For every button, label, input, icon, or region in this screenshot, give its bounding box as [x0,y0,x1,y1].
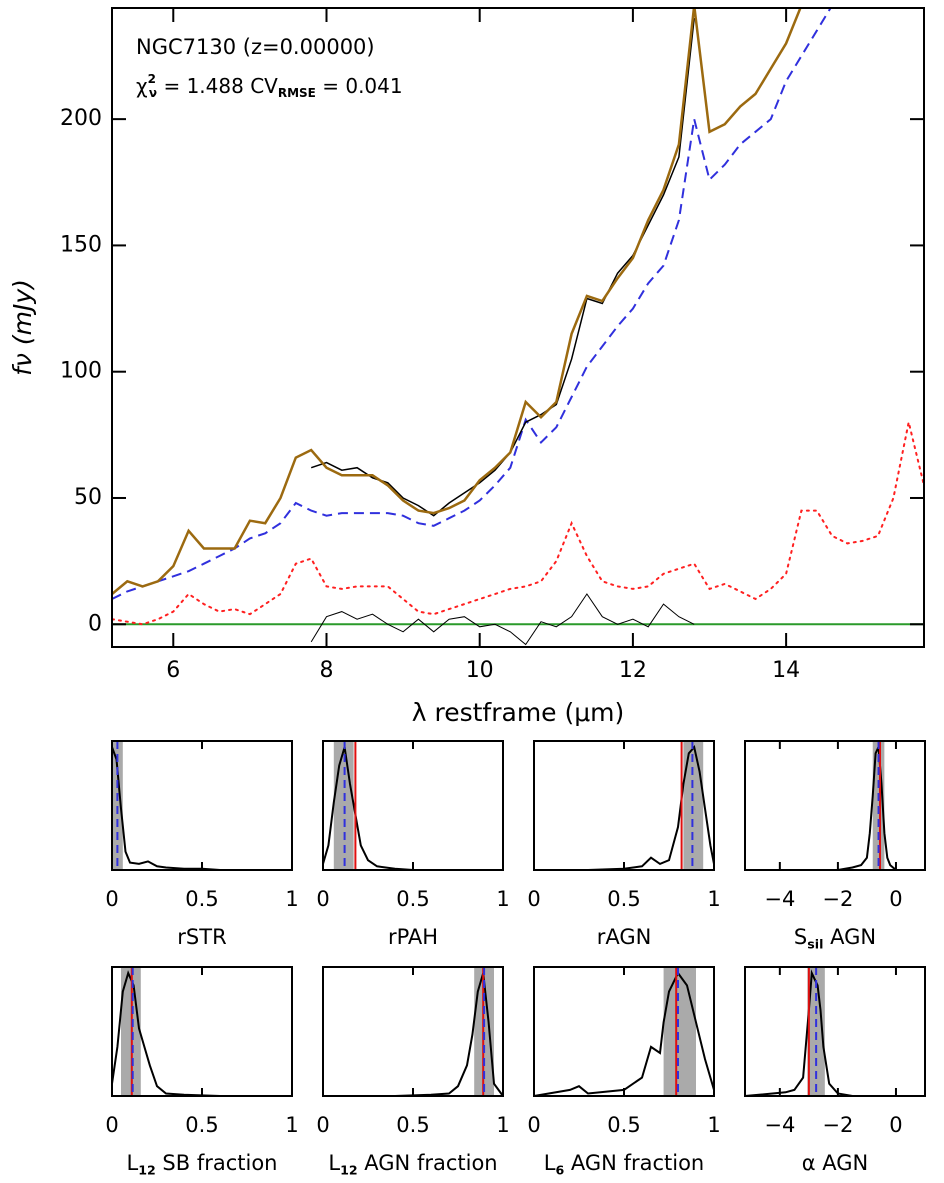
x-tick-label: 1 [285,887,298,911]
x-tick-label: 10 [466,658,494,683]
credible-range [112,741,123,870]
x-tick-label: 1 [707,887,720,911]
x-tick-label: 1 [496,1113,509,1137]
label-part: AGN fraction [358,1151,498,1175]
fit-statistics: χ2 ν = 1.488 CVRMSE = 0.041 [136,72,403,100]
x-tick-label: 0 [889,1113,902,1137]
x-tick-label: 0 [889,887,902,911]
posterior-histogram [111,746,292,871]
label-part: = 1.488 CV [157,74,278,98]
label-part: 2 [148,72,156,86]
label-part: rSTR [177,925,226,949]
plot-lines [112,8,924,646]
label-part: L [544,1151,556,1175]
x-axis-label: rSTR [177,925,226,949]
x-tick-label: −2 [822,1113,853,1137]
x-axis-label: L12 AGN fraction [328,1151,497,1177]
x-axis-label: Ssil AGN [794,925,876,951]
credible-range [872,741,885,870]
credible-range [663,967,696,1096]
posterior-histogram [533,971,715,1097]
panel-frame [744,740,926,871]
y-tick-label: 150 [60,232,102,257]
x-axis-label: L6 AGN fraction [544,1151,704,1177]
y-tick-label: 50 [74,485,102,510]
label-part: rAGN [597,925,652,949]
posterior-histogram [744,969,925,1097]
x-axis-label: rAGN [597,925,652,949]
y-tick-label: 0 [88,611,102,636]
x-tick-label: 1 [707,1113,720,1137]
x-tick-label: 0.5 [185,887,218,911]
x-axis-label: α AGN [802,1151,869,1175]
plot-frame [111,7,925,648]
label-part: ν [149,86,157,100]
y-tick-label: 100 [60,359,102,384]
x-tick-label: 0.5 [607,887,640,911]
x-tick-label: 1 [496,887,509,911]
annotation: NGC7130 (z=0.00000) [136,35,375,59]
label-part: = 0.041 [316,74,403,98]
x-tick-label: −4 [764,887,795,911]
x-axis-label: λ restframe (μm) [412,698,625,727]
x-tick-label: 0.5 [185,1113,218,1137]
label-part: sil [807,936,823,951]
x-tick-label: 0.5 [607,1113,640,1137]
spectrum-line [112,421,924,626]
panel-frame [744,966,926,1097]
x-tick-label: 14 [772,658,800,683]
spectrum-line [112,8,802,595]
credible-range [807,967,825,1096]
x-tick-label: 0 [527,1113,540,1137]
x-axis-label: rPAH [388,925,438,949]
label-part: χ [136,74,148,98]
label-part: RMSE [278,86,316,100]
posterior-histogram [745,743,925,871]
label-part: α AGN [802,1151,869,1175]
x-tick-label: 0 [105,887,118,911]
label-part: S [794,925,807,949]
label-part: L [328,1151,340,1175]
posterior-histogram [111,970,292,1097]
credible-range [683,741,704,870]
label-part: 12 [340,1162,358,1177]
x-tick-label: 6 [166,658,180,683]
x-axis-label: L12 SB fraction [127,1151,278,1177]
posterior-histogram [534,744,715,871]
label-part: 12 [138,1162,156,1177]
spectrum-line [310,593,695,646]
x-tick-label: 1 [285,1113,298,1137]
y-tick-label: 200 [60,106,102,131]
label-part: AGN fraction [564,1151,704,1175]
x-tick-label: 0 [316,887,329,911]
x-tick-label: 8 [319,658,333,683]
y-axis-label: fν (mJy) [8,279,37,376]
x-tick-label: 0 [316,1113,329,1137]
x-tick-label: 0.5 [396,1113,429,1137]
label-part: AGN [823,925,876,949]
x-tick-label: 0 [527,887,540,911]
label-part: 6 [555,1162,564,1177]
label-part: SB fraction [156,1151,278,1175]
x-tick-label: −2 [822,887,853,911]
x-tick-label: −4 [764,1113,795,1137]
label-part: rPAH [388,925,438,949]
x-tick-label: 0 [105,1113,118,1137]
panel-frame [111,740,293,871]
x-tick-label: 12 [619,658,647,683]
label-part: L [127,1151,139,1175]
x-tick-label: 0.5 [396,887,429,911]
